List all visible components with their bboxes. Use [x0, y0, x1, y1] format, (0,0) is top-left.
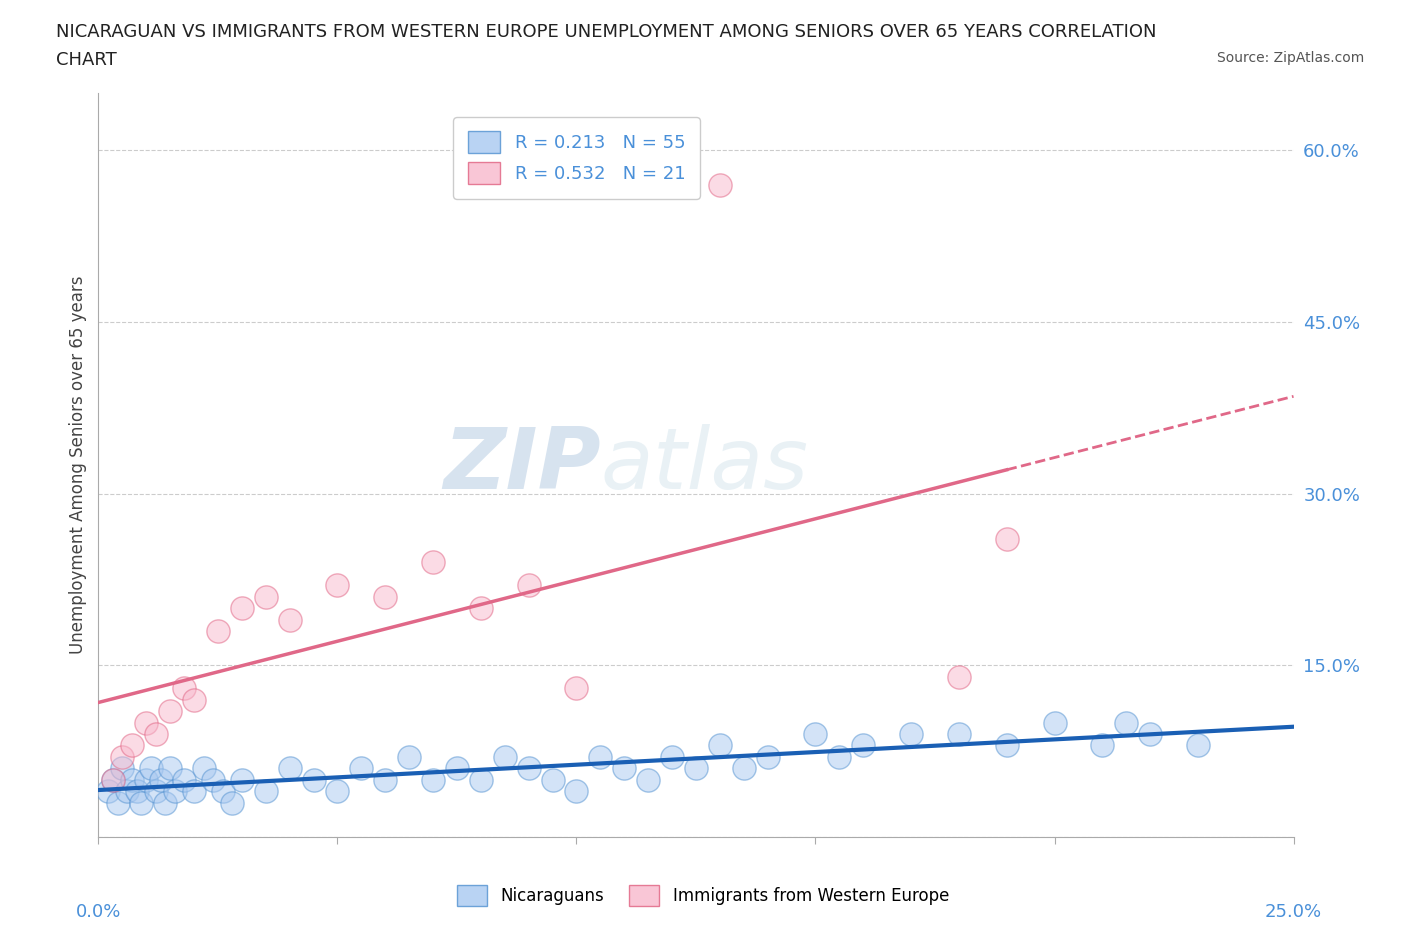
- Point: [221, 795, 243, 810]
- Point: [202, 772, 225, 787]
- Point: [145, 726, 167, 741]
- Point: [494, 750, 516, 764]
- Point: [1139, 726, 1161, 741]
- Point: [709, 738, 731, 753]
- Point: [1115, 715, 1137, 730]
- Point: [278, 761, 301, 776]
- Point: [231, 772, 253, 787]
- Point: [115, 784, 138, 799]
- Point: [145, 784, 167, 799]
- Point: [948, 726, 970, 741]
- Point: [733, 761, 755, 776]
- Point: [111, 750, 134, 764]
- Point: [131, 795, 153, 810]
- Text: CHART: CHART: [56, 51, 117, 69]
- Point: [101, 772, 124, 787]
- Legend: Nicaraguans, Immigrants from Western Europe: Nicaraguans, Immigrants from Western Eur…: [450, 879, 956, 912]
- Point: [159, 761, 181, 776]
- Point: [183, 692, 205, 707]
- Point: [470, 772, 492, 787]
- Point: [149, 772, 172, 787]
- Text: atlas: atlas: [600, 423, 808, 507]
- Point: [470, 601, 492, 616]
- Point: [135, 772, 157, 787]
- Point: [852, 738, 875, 753]
- Text: 0.0%: 0.0%: [76, 903, 121, 921]
- Point: [374, 772, 396, 787]
- Point: [121, 738, 143, 753]
- Point: [565, 784, 588, 799]
- Point: [828, 750, 851, 764]
- Point: [422, 772, 444, 787]
- Point: [302, 772, 325, 787]
- Point: [565, 681, 588, 696]
- Point: [995, 532, 1018, 547]
- Point: [756, 750, 779, 764]
- Point: [350, 761, 373, 776]
- Point: [1091, 738, 1114, 753]
- Point: [159, 704, 181, 719]
- Point: [613, 761, 636, 776]
- Point: [709, 177, 731, 192]
- Point: [326, 784, 349, 799]
- Point: [685, 761, 707, 776]
- Point: [211, 784, 233, 799]
- Point: [1187, 738, 1209, 753]
- Point: [541, 772, 564, 787]
- Point: [637, 772, 659, 787]
- Point: [517, 578, 540, 592]
- Point: [101, 772, 124, 787]
- Point: [661, 750, 683, 764]
- Point: [374, 590, 396, 604]
- Point: [948, 670, 970, 684]
- Point: [193, 761, 215, 776]
- Point: [326, 578, 349, 592]
- Point: [155, 795, 177, 810]
- Point: [97, 784, 120, 799]
- Point: [173, 681, 195, 696]
- Point: [422, 555, 444, 570]
- Point: [231, 601, 253, 616]
- Point: [183, 784, 205, 799]
- Point: [125, 784, 148, 799]
- Point: [900, 726, 922, 741]
- Point: [207, 623, 229, 638]
- Point: [995, 738, 1018, 753]
- Point: [278, 612, 301, 627]
- Point: [111, 761, 134, 776]
- Point: [135, 715, 157, 730]
- Text: 25.0%: 25.0%: [1265, 903, 1322, 921]
- Point: [254, 590, 277, 604]
- Point: [589, 750, 612, 764]
- Point: [804, 726, 827, 741]
- Point: [121, 772, 143, 787]
- Point: [398, 750, 420, 764]
- Y-axis label: Unemployment Among Seniors over 65 years: Unemployment Among Seniors over 65 years: [69, 276, 87, 654]
- Point: [173, 772, 195, 787]
- Legend: R = 0.213   N = 55, R = 0.532   N = 21: R = 0.213 N = 55, R = 0.532 N = 21: [453, 117, 700, 199]
- Point: [254, 784, 277, 799]
- Text: NICARAGUAN VS IMMIGRANTS FROM WESTERN EUROPE UNEMPLOYMENT AMONG SENIORS OVER 65 : NICARAGUAN VS IMMIGRANTS FROM WESTERN EU…: [56, 23, 1157, 41]
- Text: Source: ZipAtlas.com: Source: ZipAtlas.com: [1216, 51, 1364, 65]
- Point: [446, 761, 468, 776]
- Text: ZIP: ZIP: [443, 423, 600, 507]
- Point: [1043, 715, 1066, 730]
- Point: [163, 784, 186, 799]
- Point: [139, 761, 162, 776]
- Point: [517, 761, 540, 776]
- Point: [107, 795, 129, 810]
